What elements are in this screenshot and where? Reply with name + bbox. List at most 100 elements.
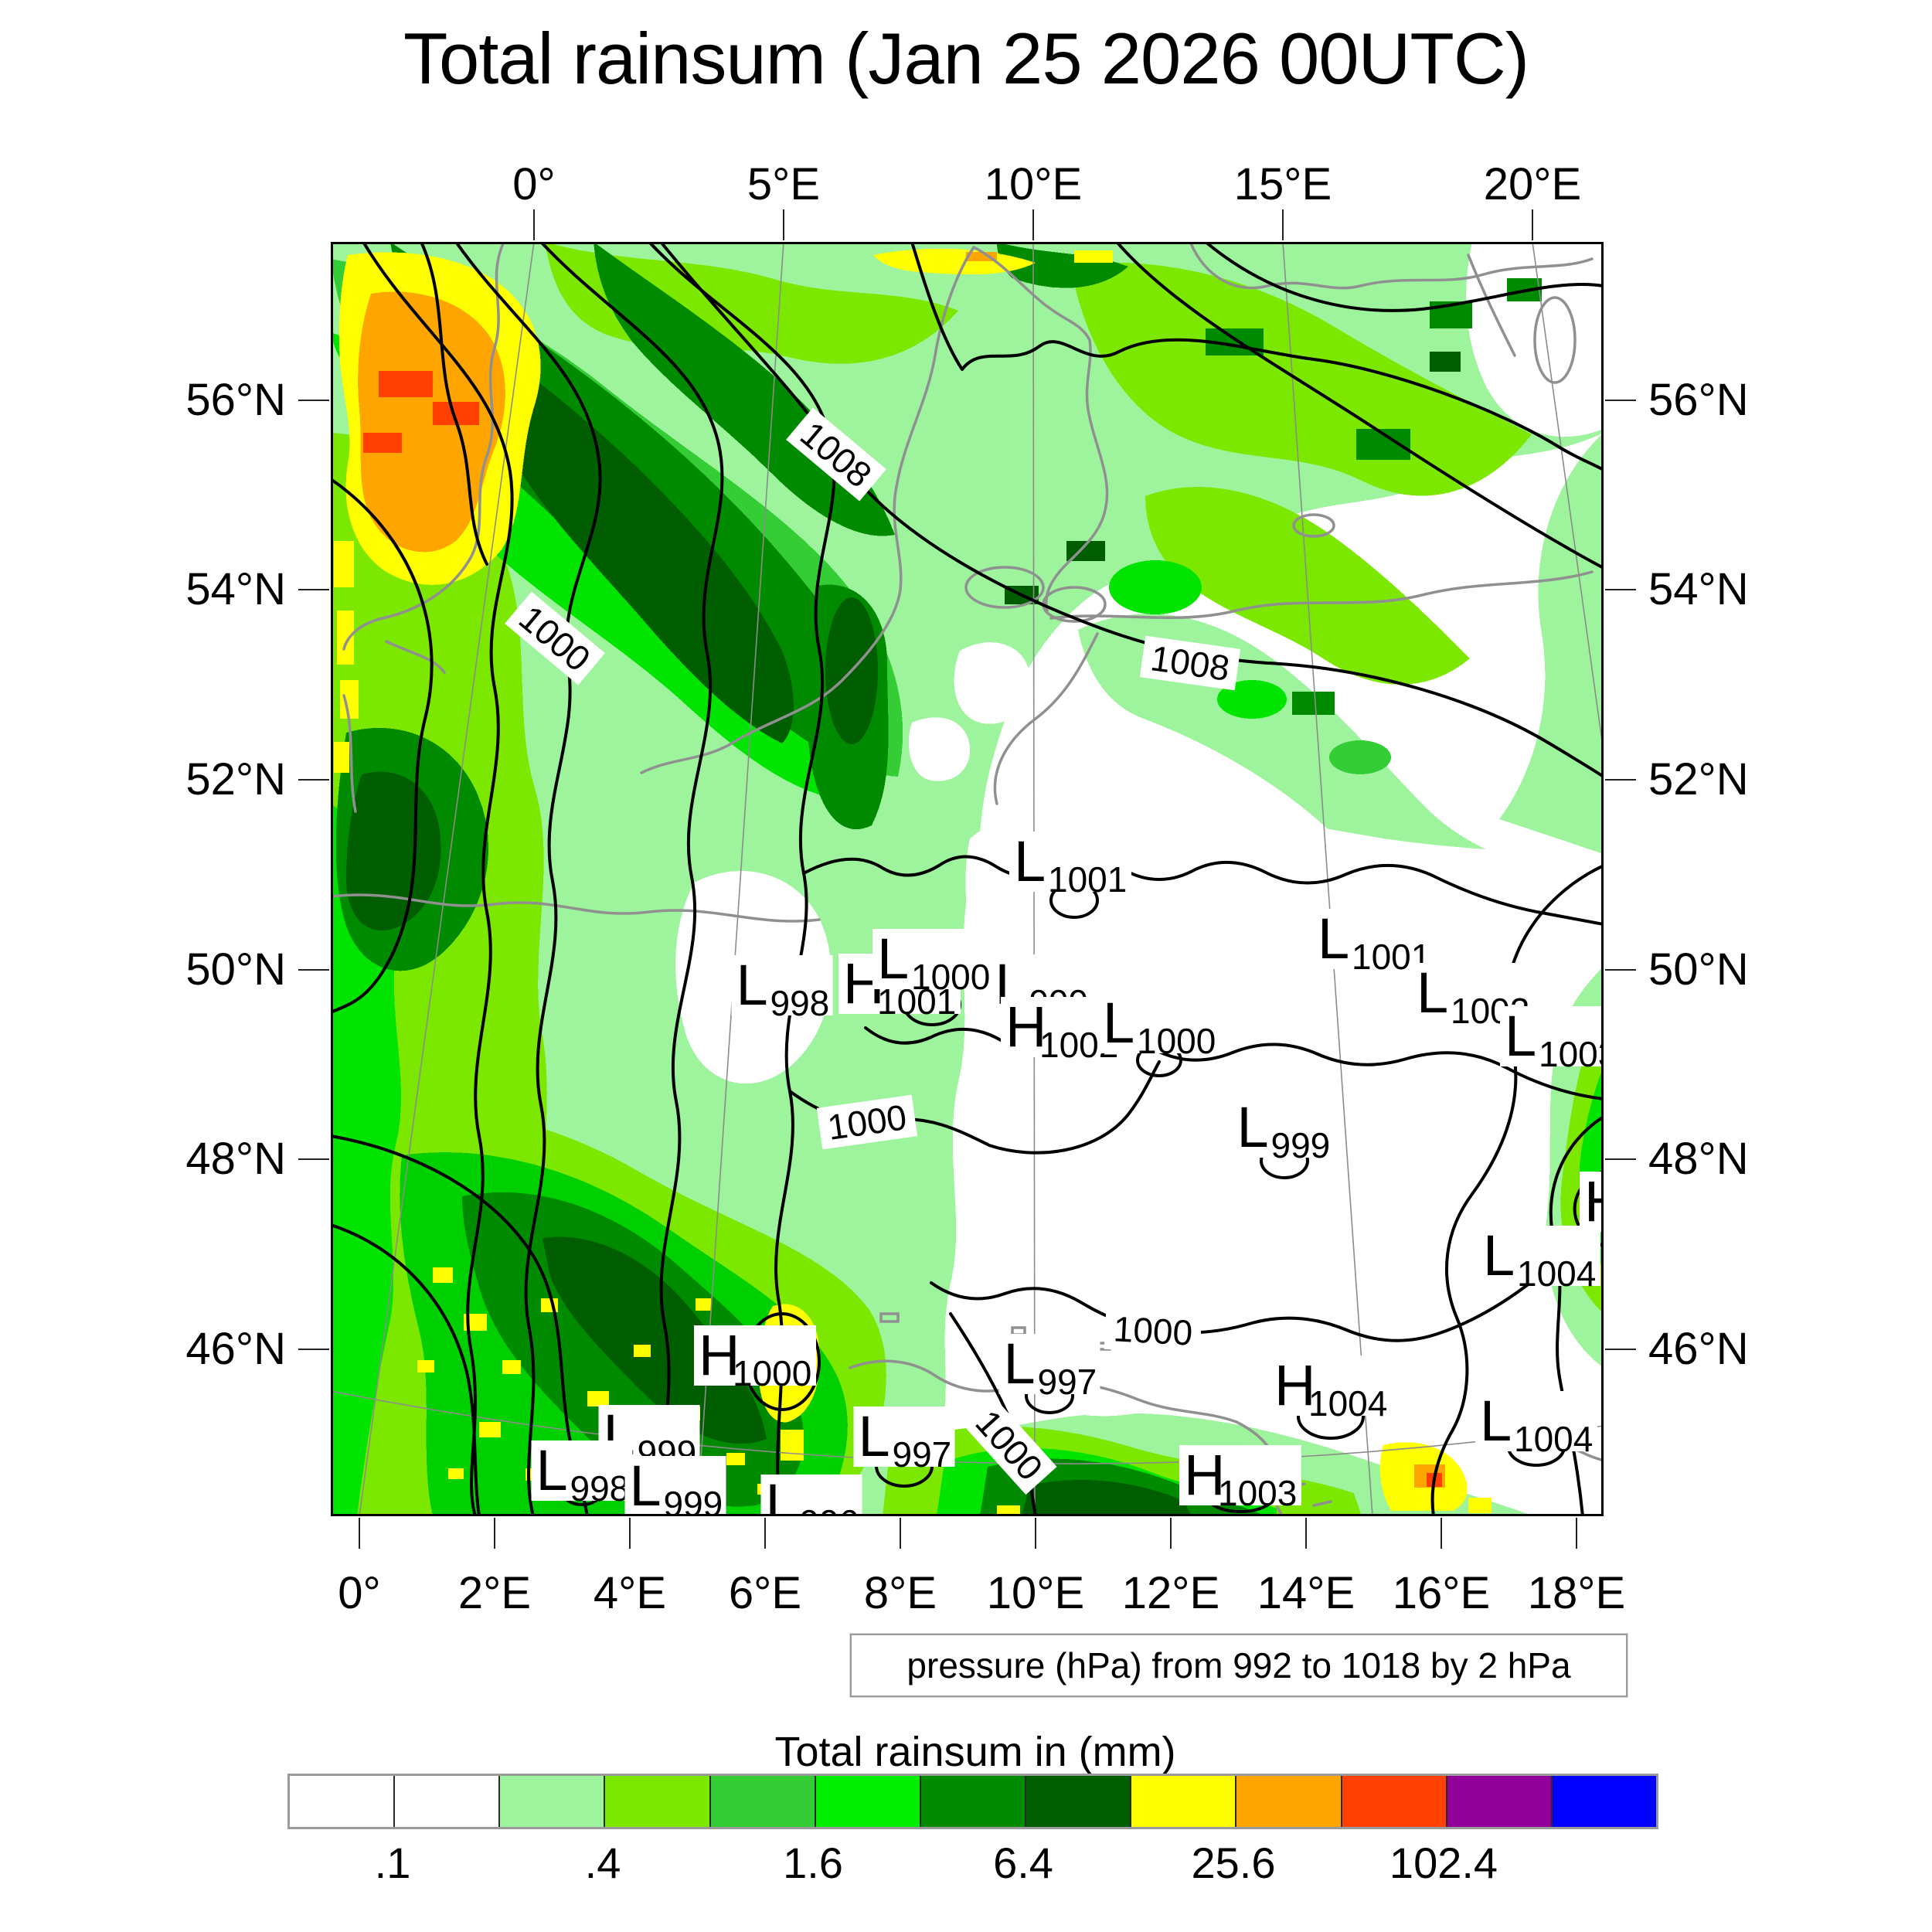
colorbar-cell	[604, 1776, 709, 1827]
right-axis-label: 54°N	[1648, 564, 1749, 614]
pressure-markers-shape	[731, 955, 833, 1015]
coastline-shape	[972, 246, 1109, 612]
contour-label: 1000	[816, 1094, 918, 1150]
pressure-markers-shape: L	[1505, 1004, 1536, 1068]
pressure-markers-shape: 998	[570, 1468, 630, 1509]
bottom-axis-label: 8°E	[863, 1568, 937, 1618]
top-axis-tick	[1032, 209, 1034, 240]
precipitation-fill-shape	[379, 371, 433, 397]
top-axis-label: 20°E	[1483, 159, 1582, 209]
left-axis-tick	[298, 1349, 329, 1350]
pressure-markers-shape: 1003	[1218, 1473, 1297, 1513]
pressure-legend-box: pressure (hPa) from 992 to 1018 by 2 hPa	[850, 1634, 1628, 1697]
precipitation-fill-shape	[433, 1267, 453, 1283]
colorbar-cell	[1025, 1776, 1131, 1827]
precipitation-fill-shape	[334, 541, 354, 587]
colorbar-cell	[1235, 1776, 1341, 1827]
pressure-markers-shape: 997	[1038, 1362, 1097, 1402]
colorbar-cell	[393, 1776, 499, 1827]
colorbar-cell	[1550, 1776, 1657, 1827]
pressure-markers-shape: 1001	[1048, 859, 1127, 900]
right-axis-tick	[1605, 1349, 1636, 1350]
left-axis-tick	[298, 969, 329, 971]
pressure-markers-shape	[694, 1325, 816, 1386]
pressure-markers-shape: 1004	[1308, 1383, 1387, 1423]
coastline-shape	[385, 640, 446, 674]
precipitation-fill-shape	[781, 1430, 804, 1461]
contour-labels-shape	[961, 1395, 1057, 1495]
pressure-markers-shape: 1000	[1137, 1021, 1216, 1061]
precipitation-fill-shape	[634, 1345, 651, 1357]
pressure-markers-shape	[1009, 832, 1131, 892]
precipitation-fill-shape	[997, 242, 1128, 288]
precipitation-fill-shape	[696, 1298, 711, 1311]
colorbar-tick-label: .1	[374, 1838, 411, 1887]
pressure-markers-shape: 1000	[911, 957, 990, 997]
pressure-marker-l1001: L 1001	[1313, 906, 1435, 977]
pressure-contours-shape	[362, 242, 514, 1516]
left-axis-label: 54°N	[185, 564, 286, 614]
right-axis-label: 48°N	[1648, 1134, 1749, 1184]
bottom-axis-label: 16°E	[1392, 1568, 1491, 1618]
coastline-shape	[1189, 242, 1594, 290]
left-axis-tick	[298, 1158, 329, 1160]
precipitation-fill-shape	[363, 433, 402, 453]
pressure-markers-shape	[1500, 1006, 1604, 1066]
bottom-axis-label: 4°E	[593, 1568, 667, 1618]
precipitation-fill-shape	[340, 680, 359, 719]
precipitation-fill-shape	[479, 1422, 501, 1437]
colorbar-cell	[709, 1776, 815, 1827]
colorbar-tick-label: .4	[584, 1838, 621, 1887]
pressure-markers-shape: H	[1005, 995, 1046, 1059]
pressure-markers-shape: L	[1318, 906, 1349, 971]
pressure-markers-shape	[1478, 1226, 1600, 1286]
pressure-contours-shape	[331, 478, 434, 1014]
bottom-axis-tick	[359, 1518, 360, 1549]
contour-labels-shape	[786, 407, 886, 502]
coastline-shape	[1533, 296, 1577, 384]
top-axis-tick	[1282, 209, 1284, 240]
precipitation-fill-shape	[1074, 250, 1113, 263]
left-axis-label: 48°N	[185, 1134, 286, 1184]
pressure-markers-shape: 999	[1271, 1125, 1331, 1165]
precipitation-fill-shape	[908, 717, 971, 781]
map-border	[331, 242, 1604, 1516]
bottom-axis-label: 10°E	[986, 1568, 1085, 1618]
colorbar	[287, 1774, 1658, 1829]
left-axis-label: 56°N	[185, 375, 286, 425]
right-axis-label: 50°N	[1648, 944, 1749, 995]
pressure-markers-shape	[1313, 909, 1435, 969]
top-axis-label: 5°E	[747, 159, 821, 209]
right-axis-tick	[1605, 589, 1636, 590]
precipitation-fill-shape	[587, 1391, 609, 1406]
precipitation-fill-shape	[1468, 1498, 1492, 1513]
pressure-markers-shape: H	[1584, 1169, 1604, 1233]
pressure-contours-shape	[910, 242, 1604, 471]
pressure-markers-shape: L	[736, 953, 768, 1017]
pressure-markers-shape: L	[630, 1454, 662, 1516]
page-title: Total rainsum (Jan 25 2026 00UTC)	[403, 18, 1529, 99]
bottom-axis-label: 2°E	[457, 1568, 532, 1618]
precipitation-fill-shape	[1292, 692, 1335, 715]
right-axis-label: 46°N	[1648, 1324, 1749, 1374]
coastline-shape	[1292, 513, 1335, 538]
pressure-contours-shape	[802, 855, 1604, 926]
contour-label: 1000	[1104, 1307, 1202, 1355]
bottom-axis-tick	[1170, 1518, 1172, 1549]
bottom-axis-tick	[1035, 1518, 1036, 1549]
left-axis-label: 46°N	[185, 1324, 286, 1374]
colorbar-cell	[814, 1776, 920, 1827]
precipitation-fill-shape	[1022, 1479, 1192, 1516]
coastline-shape	[964, 566, 1045, 609]
pressure-legend-text: pressure (hPa) from 992 to 1018 by 2 hPa	[906, 1645, 1571, 1685]
pressure-marker-l1004: L 1004	[1475, 1389, 1597, 1459]
colorbar-cell	[498, 1776, 604, 1827]
pressure-markers-shape	[1270, 1355, 1392, 1416]
pressure-markers-shape: 998	[770, 983, 830, 1023]
right-axis-tick	[1605, 400, 1636, 401]
colorbar-cell	[1340, 1776, 1446, 1827]
pressure-marker-l1004: L 1004	[1478, 1223, 1600, 1294]
